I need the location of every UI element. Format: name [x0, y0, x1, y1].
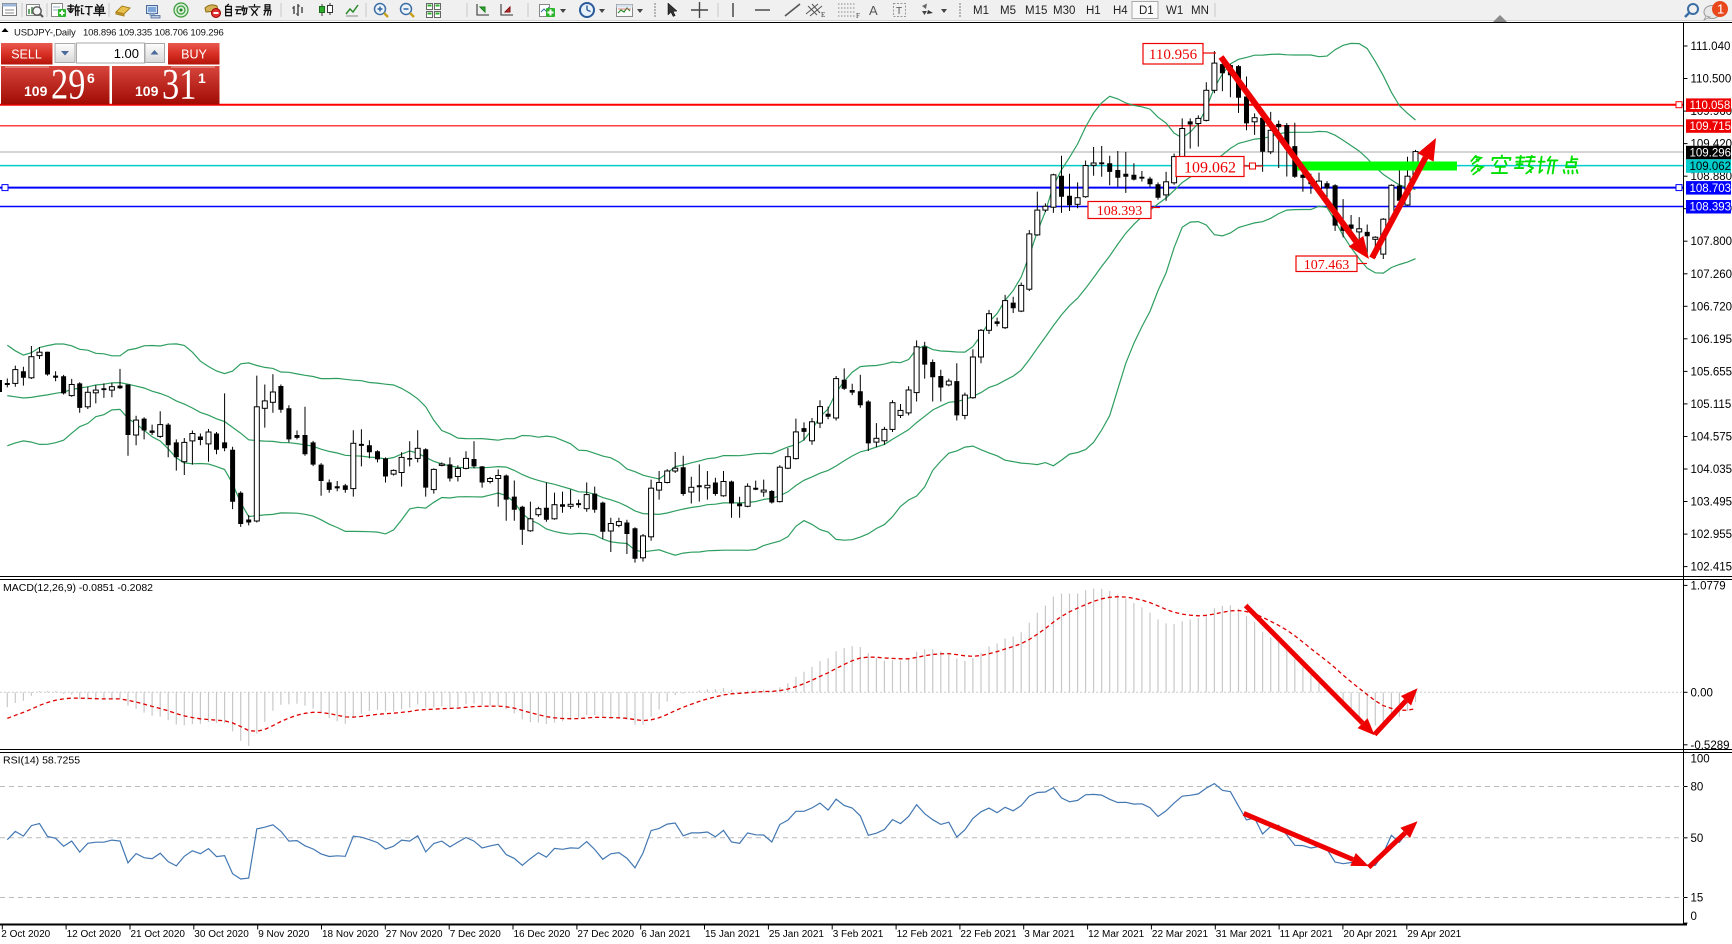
- svg-text:29: 29: [51, 61, 85, 108]
- svg-text:15: 15: [1691, 893, 1704, 905]
- svg-text:109.062: 109.062: [1184, 159, 1236, 176]
- svg-text:F: F: [856, 12, 860, 20]
- svg-text:M15: M15: [1025, 5, 1047, 17]
- svg-text:12 Feb 2021: 12 Feb 2021: [897, 929, 954, 940]
- svg-text:27 Nov 2020: 27 Nov 2020: [386, 929, 443, 940]
- svg-text:109.062: 109.062: [1690, 161, 1732, 173]
- svg-text:BUY: BUY: [181, 48, 207, 62]
- svg-text:105.115: 105.115: [1691, 399, 1732, 411]
- svg-text:12 Mar 2021: 12 Mar 2021: [1088, 929, 1145, 940]
- svg-text:1: 1: [1717, 2, 1724, 17]
- svg-text:A: A: [869, 3, 878, 18]
- svg-text:D1: D1: [1139, 5, 1154, 17]
- svg-text:USDJPY-,Daily: USDJPY-,Daily: [14, 28, 76, 39]
- svg-text:7 Dec 2020: 7 Dec 2020: [450, 929, 502, 940]
- svg-text:25 Jan 2021: 25 Jan 2021: [769, 929, 824, 940]
- svg-text:108.703: 108.703: [1690, 183, 1732, 195]
- svg-text:9 Nov 2020: 9 Nov 2020: [258, 929, 310, 940]
- svg-text:104.035: 104.035: [1691, 464, 1732, 476]
- svg-text:107.800: 107.800: [1691, 236, 1732, 248]
- svg-text:1.00: 1.00: [114, 46, 139, 61]
- svg-text:3 Mar 2021: 3 Mar 2021: [1024, 929, 1075, 940]
- svg-text:SELL: SELL: [11, 48, 42, 62]
- svg-text:1: 1: [198, 70, 206, 86]
- svg-text:110.956: 110.956: [1149, 47, 1198, 63]
- svg-text:22 Feb 2021: 22 Feb 2021: [960, 929, 1017, 940]
- svg-text:107.260: 107.260: [1691, 269, 1732, 281]
- svg-text:0: 0: [1691, 911, 1697, 923]
- svg-text:108.393: 108.393: [1097, 204, 1143, 219]
- svg-text:106.720: 106.720: [1691, 301, 1732, 313]
- svg-text:109: 109: [24, 83, 48, 99]
- svg-text:11 Apr 2021: 11 Apr 2021: [1280, 929, 1334, 940]
- svg-text:50: 50: [1691, 833, 1704, 845]
- svg-text:2 Oct 2020: 2 Oct 2020: [1, 929, 50, 940]
- svg-text:80: 80: [1691, 782, 1704, 794]
- svg-text:6 Jan 2021: 6 Jan 2021: [641, 929, 691, 940]
- svg-text:104.575: 104.575: [1691, 432, 1732, 444]
- svg-text:108.393: 108.393: [1690, 202, 1732, 214]
- svg-text:H1: H1: [1086, 5, 1101, 17]
- svg-text:H4: H4: [1113, 5, 1128, 17]
- svg-text:109: 109: [135, 83, 159, 99]
- svg-text:0.00: 0.00: [1691, 687, 1713, 699]
- svg-text:15 Jan 2021: 15 Jan 2021: [705, 929, 760, 940]
- svg-text:30 Oct 2020: 30 Oct 2020: [194, 929, 249, 940]
- svg-text:108.880: 108.880: [1691, 171, 1732, 183]
- svg-text:12 Oct 2020: 12 Oct 2020: [67, 929, 122, 940]
- svg-text:3 Feb 2021: 3 Feb 2021: [833, 929, 884, 940]
- svg-text:M5: M5: [1000, 5, 1016, 17]
- svg-text:100: 100: [1691, 754, 1710, 766]
- svg-text:107.463: 107.463: [1304, 258, 1350, 273]
- svg-text:W1: W1: [1166, 5, 1183, 17]
- svg-text:21 Oct 2020: 21 Oct 2020: [131, 929, 186, 940]
- svg-text:109.715: 109.715: [1690, 121, 1732, 133]
- svg-text:1.0779: 1.0779: [1691, 580, 1726, 592]
- svg-text:MACD(12,26,9) -0.0851 -0.2082: MACD(12,26,9) -0.0851 -0.2082: [3, 582, 153, 594]
- svg-text:27 Dec 2020: 27 Dec 2020: [577, 929, 634, 940]
- svg-text:110.058: 110.058: [1690, 100, 1731, 112]
- svg-text:RSI(14) 58.7255: RSI(14) 58.7255: [3, 755, 80, 767]
- svg-text:108.896 109.335 108.706 109.29: 108.896 109.335 108.706 109.296: [83, 28, 224, 39]
- svg-text:111.040: 111.040: [1691, 41, 1731, 53]
- svg-text:20 Apr 2021: 20 Apr 2021: [1343, 929, 1397, 940]
- svg-text:18 Nov 2020: 18 Nov 2020: [322, 929, 379, 940]
- svg-text:-0.5289: -0.5289: [1691, 740, 1730, 752]
- svg-text:29 Apr 2021: 29 Apr 2021: [1407, 929, 1461, 940]
- svg-text:MN: MN: [1191, 5, 1209, 17]
- svg-text:22 Mar 2021: 22 Mar 2021: [1152, 929, 1209, 940]
- svg-text:103.495: 103.495: [1691, 497, 1732, 509]
- svg-text:T: T: [896, 6, 902, 17]
- svg-text:106.195: 106.195: [1691, 334, 1732, 346]
- svg-text:102.955: 102.955: [1691, 529, 1732, 541]
- svg-text:110.500: 110.500: [1691, 74, 1732, 86]
- svg-text:102.415: 102.415: [1691, 562, 1732, 574]
- svg-text:6: 6: [87, 70, 95, 86]
- svg-text:M1: M1: [973, 5, 989, 17]
- svg-text:105.655: 105.655: [1691, 366, 1732, 378]
- svg-text:M30: M30: [1053, 5, 1075, 17]
- svg-text:31: 31: [162, 61, 196, 108]
- svg-text:31 Mar 2021: 31 Mar 2021: [1216, 929, 1273, 940]
- svg-text:E: E: [821, 11, 825, 19]
- svg-text:16 Dec 2020: 16 Dec 2020: [514, 929, 571, 940]
- svg-text:109.296: 109.296: [1690, 148, 1732, 160]
